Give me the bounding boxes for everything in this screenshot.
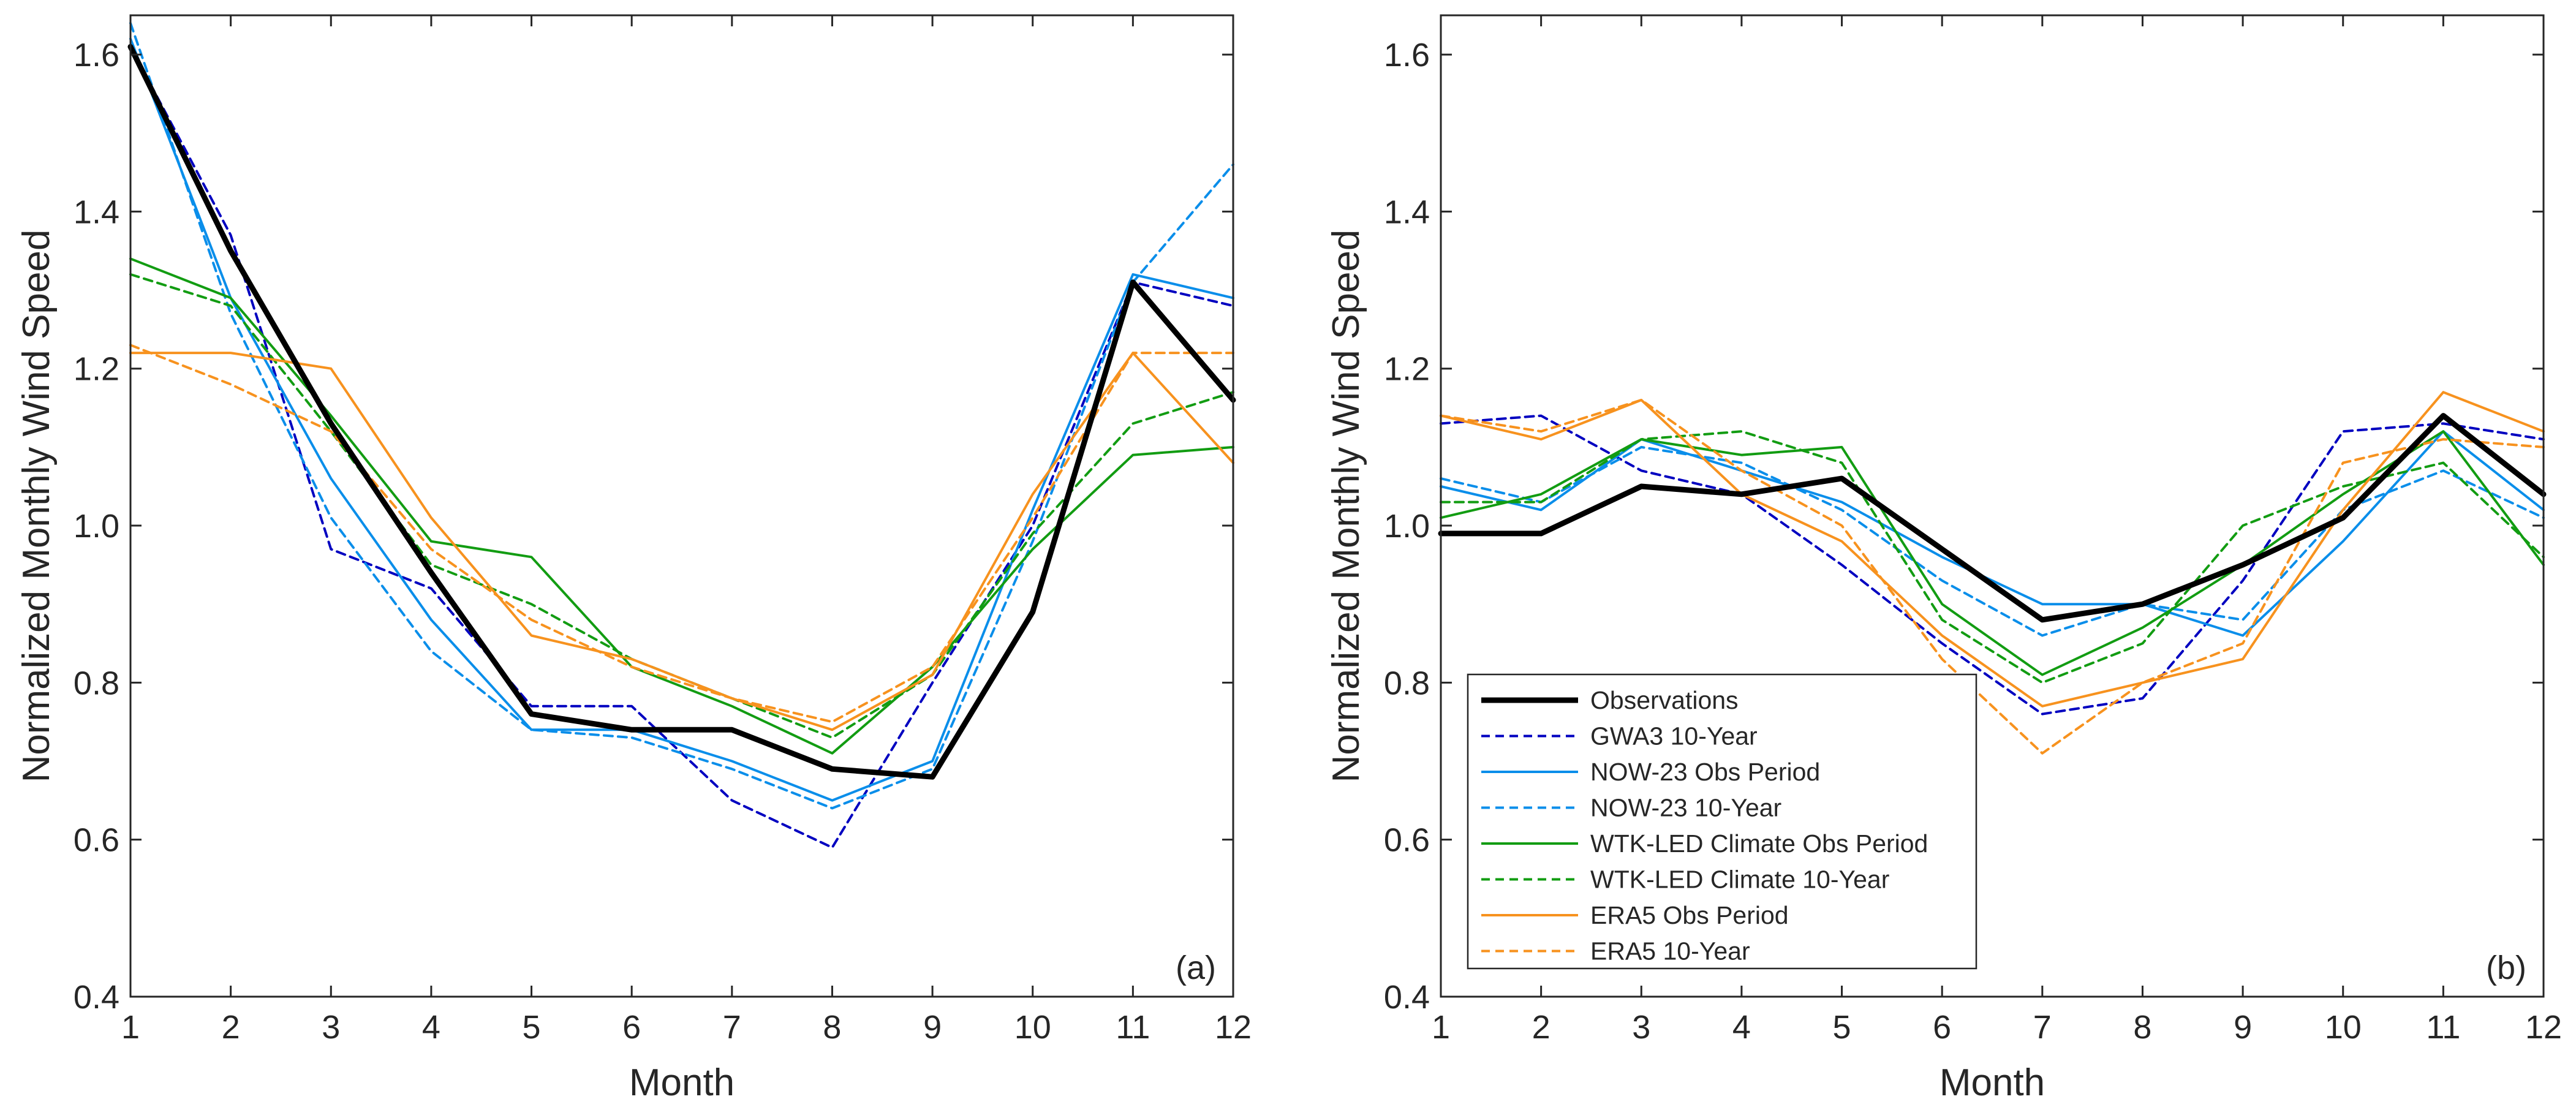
panel-b-x-tick-label-6: 6	[1933, 1009, 1951, 1046]
panel-b-series-era5-10-year	[1440, 399, 2545, 755]
panel-a-series-era5-10-year	[129, 344, 1234, 723]
panel-b-series-gwa3-10-year	[1440, 414, 2545, 715]
panel-a-x-tick-label-6: 6	[622, 1009, 641, 1046]
panel-b-series-wtk-led-climate-10-year	[1440, 430, 2545, 684]
panel-a-y-tick-label-0-8: 0.8	[74, 665, 119, 701]
panel-b-x-tick-label-1: 1	[1432, 1009, 1450, 1046]
panel-a-y-axis-title: Normalized Monthly Wind Speed	[15, 230, 58, 783]
panel-a-y-tick-label-1-0: 1.0	[74, 508, 119, 545]
panel-b: 1 2 3 4 5 6 7 8 9 10 11 120.40.60.81.01.21.41.6 Mon…	[1325, 14, 2562, 1104]
panel-a-x-tick-label-1: 1	[121, 1009, 140, 1046]
panel-b-y-tick-label-0-6: 0.6	[1384, 822, 1430, 859]
panel-b-y-tick-label-1-4: 1.4	[1384, 194, 1430, 230]
panel-a-series-observations	[127, 43, 1236, 780]
panel-a-x-tick-label-5: 5	[523, 1009, 541, 1046]
panel-b-y-tick-label-1-2: 1.2	[1384, 351, 1430, 388]
panel-a-x-tick-label-3: 3	[322, 1009, 340, 1046]
panel-a-series-gwa3-10-year	[129, 45, 1234, 849]
panel-a-y-tick-label-1-6: 1.6	[74, 37, 119, 74]
panel-b-x-tick-label-12: 12	[2525, 1009, 2562, 1046]
panel-b-x-tick-label-8: 8	[2133, 1009, 2151, 1046]
panel-a-axes-box	[129, 14, 1234, 998]
panel-a-x-tick-label-4: 4	[422, 1009, 440, 1046]
panel-b-y-tick-label-0-4: 0.4	[1384, 979, 1430, 1016]
legend-label-wtk-led-climate-obs-period: WTK-LED Climate Obs Period	[1590, 829, 1928, 858]
panel-a-series	[127, 21, 1236, 849]
panel-b-series-era5-obs-period	[1440, 391, 2545, 708]
panel-a-y-tick-label-1-4: 1.4	[74, 194, 119, 230]
panel-b-y-tick-label-0-8: 0.8	[1384, 665, 1430, 701]
legend: Observations GWA3 10-Year NOW-23 Obs Perio…	[1467, 673, 1977, 970]
panel-a-label: (a)	[1176, 950, 1216, 986]
panel-b-x-tick-label-4: 4	[1732, 1009, 1751, 1046]
legend-label-era5-10-year: ERA5 10-Year	[1590, 937, 1750, 965]
panel-a: 1 2 3 4 5 6 7 8 9 10 11 120.40.60.81.01.21.41.6 Mon…	[15, 14, 1252, 1104]
panel-a-x-tick-label-7: 7	[723, 1009, 741, 1046]
panel-b-x-tick-label-7: 7	[2033, 1009, 2052, 1046]
legend-label-era5-obs-period: ERA5 Obs Period	[1590, 901, 1789, 929]
panel-a-y-tick-label-0-4: 0.4	[74, 979, 119, 1016]
legend-label-gwa3-10-year: GWA3 10-Year	[1590, 722, 1758, 750]
legend-label-now-23-10-year: NOW-23 10-Year	[1590, 794, 1781, 822]
panel-b-x-tick-label-9: 9	[2234, 1009, 2252, 1046]
panel-a-x-tick-label-2: 2	[222, 1009, 240, 1046]
panel-a-x-tick-label-9: 9	[923, 1009, 942, 1046]
panel-a-series-era5-obs-period	[129, 352, 1234, 731]
panel-b-axes-box	[1440, 14, 2545, 998]
legend-box	[1467, 673, 1977, 970]
legend-label-observations: Observations	[1590, 686, 1739, 714]
panel-b-label: (b)	[2486, 950, 2526, 986]
panel-a-x-tick-label-10: 10	[1014, 1009, 1051, 1046]
panel-a-x-tick-label-12: 12	[1215, 1009, 1252, 1046]
panel-b-y-axis-title: Normalized Monthly Wind Speed	[1325, 230, 1367, 783]
legend-label-now-23-obs-period: NOW-23 Obs Period	[1590, 758, 1820, 786]
panel-b-y-tick-label-1-0: 1.0	[1384, 508, 1430, 545]
panel-b-series-observations	[1438, 413, 2547, 623]
panel-b-x-axis-title: Month	[1940, 1062, 2045, 1104]
panel-a-x-axis-title: Month	[629, 1062, 735, 1104]
legend-label-wtk-led-climate-10-year: WTK-LED Climate 10-Year	[1590, 866, 1889, 894]
panel-a-y-tick-label-1-2: 1.2	[74, 351, 119, 388]
panel-a-ticks: 1 2 3 4 5 6 7 8 9 10 11 120.40.60.81.01.21.41.6	[74, 15, 1252, 1046]
panel-a-y-tick-label-0-6: 0.6	[74, 822, 119, 859]
panel-b-ticks: 1 2 3 4 5 6 7 8 9 10 11 120.40.60.81.01.21.41.6	[1384, 15, 2562, 1046]
panel-b-x-tick-label-10: 10	[2325, 1009, 2362, 1046]
panel-b-y-tick-label-1-6: 1.6	[1384, 37, 1430, 74]
panel-b-x-tick-label-2: 2	[1532, 1009, 1551, 1046]
panel-b-series-now-23-10-year	[1440, 445, 2545, 637]
panel-b-x-tick-label-11: 11	[2426, 1009, 2460, 1046]
panel-b-x-tick-label-5: 5	[1833, 1009, 1851, 1046]
panel-b-series	[1438, 391, 2547, 755]
panel-a-series-now-23-10-year	[129, 21, 1234, 810]
panel-a-x-tick-label-11: 11	[1116, 1009, 1150, 1046]
panel-b-x-tick-label-3: 3	[1632, 1009, 1650, 1046]
panel-a-x-tick-label-8: 8	[823, 1009, 841, 1046]
